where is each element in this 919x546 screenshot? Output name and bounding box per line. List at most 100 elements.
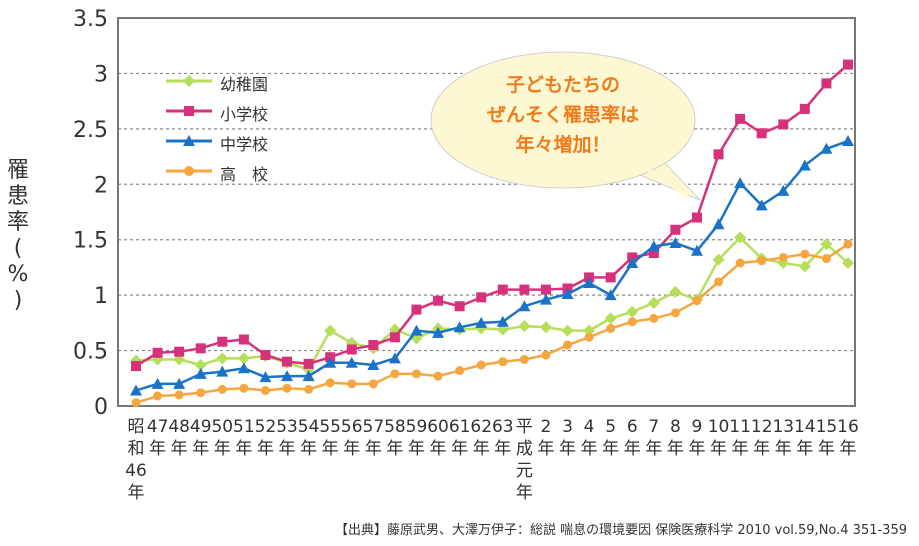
- legend-item-high-school: 高 校: [162, 158, 290, 184]
- data-point: [755, 199, 768, 211]
- data-point: [153, 391, 163, 401]
- x-tick-label: 56: [341, 417, 363, 437]
- data-point: [303, 358, 314, 369]
- data-point: [260, 350, 271, 361]
- x-tick-label: 57: [363, 417, 385, 437]
- x-tick-label: 59: [406, 417, 428, 437]
- data-point: [390, 369, 400, 379]
- x-tick-label: 年: [516, 483, 533, 503]
- x-tick-label: 年: [386, 439, 403, 459]
- y-axis-label: 罹患率(%): [6, 158, 29, 313]
- data-point: [691, 212, 702, 223]
- data-point: [821, 254, 831, 264]
- data-point: [777, 184, 790, 196]
- legend-label-elementary: 小学校: [220, 105, 269, 124]
- x-tick-label: 60: [427, 417, 449, 437]
- x-tick-label: 63: [492, 417, 514, 437]
- speech-bubble: [430, 51, 696, 189]
- x-tick-label: 46: [125, 461, 147, 481]
- data-point: [735, 258, 745, 268]
- data-point: [778, 252, 788, 262]
- data-point: [152, 347, 163, 358]
- x-tick-label: 年: [430, 439, 447, 459]
- annotation-line-3: 年々増加！: [515, 134, 611, 156]
- data-point: [455, 366, 465, 376]
- data-point: [282, 383, 292, 393]
- data-point: [496, 315, 509, 327]
- data-point: [325, 378, 335, 388]
- data-point: [540, 284, 551, 295]
- x-tick-label: 58: [384, 417, 406, 437]
- x-tick-label: 年: [128, 483, 145, 503]
- data-point: [130, 384, 142, 396]
- x-tick-label: 年: [149, 439, 166, 459]
- y-tick-label: 2.5: [73, 118, 108, 143]
- data-point: [433, 371, 443, 381]
- x-tick-label: 15: [816, 417, 838, 437]
- data-point: [194, 358, 207, 371]
- data-point: [843, 59, 853, 70]
- data-point: [131, 361, 141, 372]
- data-point: [798, 159, 811, 171]
- data-point: [432, 326, 445, 338]
- legend-marker-kindergarten: [166, 75, 212, 87]
- data-point: [368, 379, 378, 389]
- data-point: [842, 256, 854, 269]
- data-point: [626, 305, 639, 318]
- annotation-line-1: 子どもたちの: [505, 74, 620, 96]
- x-tick-label: 年: [537, 439, 554, 459]
- x-tick-label: 年: [408, 439, 425, 459]
- data-point: [302, 370, 315, 382]
- series-line-2: [135, 139, 849, 392]
- data-point: [282, 356, 293, 367]
- data-point: [820, 238, 833, 251]
- data-point: [324, 356, 337, 368]
- x-tick-label: 53: [276, 417, 298, 437]
- legend-label-high-school: 高 校: [220, 165, 269, 184]
- x-tick-label: 年: [602, 439, 619, 459]
- data-point: [174, 390, 184, 400]
- data-point: [260, 385, 270, 395]
- x-tick-label: 年: [494, 439, 511, 459]
- x-tick-label: 年: [818, 439, 835, 459]
- data-point: [498, 357, 508, 367]
- data-point: [174, 346, 185, 357]
- x-tick-label: 48: [168, 417, 190, 437]
- legend: 幼稚園 小学校 中学校 高 校: [162, 68, 290, 188]
- data-point: [649, 313, 659, 323]
- series-line-3: [135, 243, 849, 404]
- data-point: [842, 135, 854, 147]
- x-tick-label: 11: [729, 417, 751, 437]
- x-tick-label: 10: [708, 417, 730, 437]
- data-point: [539, 321, 552, 334]
- data-point: [389, 332, 400, 343]
- data-point: [670, 308, 680, 318]
- x-tick-label: 平: [516, 417, 533, 437]
- data-point: [347, 379, 357, 389]
- annotation-line-2: ぜんそく罹患率は: [486, 104, 639, 126]
- legend-marker-junior-high: [166, 135, 212, 146]
- data-point: [195, 343, 206, 354]
- data-point: [692, 296, 702, 306]
- series-line-0: [135, 236, 849, 371]
- data-point: [647, 240, 660, 252]
- data-point: [798, 260, 811, 273]
- x-tick-label: 年: [322, 439, 339, 459]
- x-tick-label: 年: [300, 439, 317, 459]
- data-point: [519, 284, 530, 295]
- x-tick-label: 年: [451, 439, 468, 459]
- source-citation: 【出典】藤原武男、大澤万伊子：総説 喘息の環境要因 保険医療科学 2010 vo…: [335, 523, 907, 538]
- x-tick-label: 年: [214, 439, 231, 459]
- x-tick-label: 47: [147, 417, 169, 437]
- data-point: [539, 293, 552, 305]
- data-point: [217, 336, 228, 347]
- x-tick-label: 55: [319, 417, 341, 437]
- y-tick-label: 1.5: [73, 229, 108, 254]
- legend-label-kindergarten: 幼稚園: [220, 75, 269, 94]
- data-point: [216, 352, 229, 365]
- data-point: [843, 239, 853, 249]
- data-point: [367, 358, 380, 370]
- x-tick-label: 年: [171, 439, 188, 459]
- data-point: [454, 301, 465, 312]
- data-point: [757, 256, 767, 266]
